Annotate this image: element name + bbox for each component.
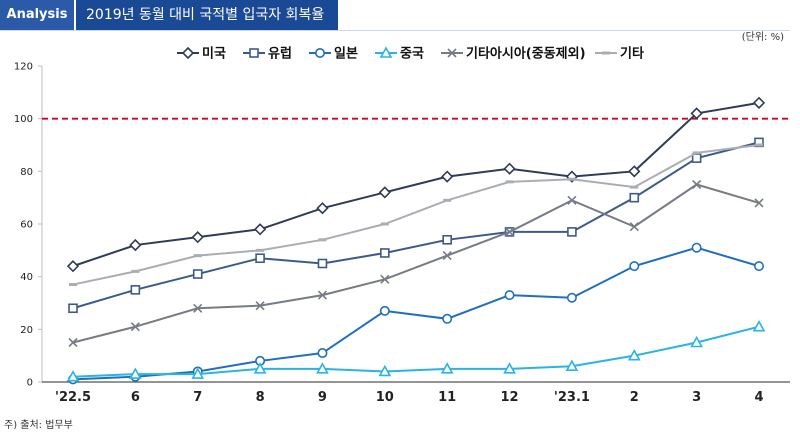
series-line-4	[72, 183, 760, 344]
x-tick-label: 2	[630, 390, 639, 405]
data-point-s4-4	[317, 290, 328, 300]
chart-title: 2019년 동월 대비 국적별 입국자 회복율	[74, 0, 338, 30]
data-point-s3-2	[191, 367, 205, 379]
series-line-1	[72, 141, 760, 310]
data-point-s1-9	[629, 192, 640, 203]
data-point-s3-10	[690, 335, 703, 348]
x-tick-label: '23.1	[554, 390, 590, 405]
data-point-s4-6	[442, 251, 452, 261]
data-point-s0-4	[316, 202, 329, 215]
legend-label-1: 유럽	[268, 47, 292, 62]
data-point-s2-10	[691, 242, 702, 253]
x-tick-label: 11	[438, 390, 456, 405]
y-tick-label: 40	[20, 272, 33, 283]
data-point-s2-5	[379, 305, 390, 316]
data-point-s3-1	[129, 367, 142, 379]
data-point-s0-7	[503, 162, 516, 175]
data-point-s1-2	[192, 269, 203, 279]
header-divider	[0, 30, 790, 31]
x-tick-label: 6	[131, 390, 140, 405]
x-tick-label: 12	[500, 390, 518, 405]
x-tick-label: 3	[692, 390, 701, 405]
data-point-s0-9	[628, 165, 641, 178]
x-tick-label: 7	[193, 390, 202, 405]
y-tick-label: 100	[14, 114, 33, 125]
data-point-s2-6	[442, 313, 453, 324]
y-tick-label: 60	[20, 220, 33, 231]
data-point-s4-10	[692, 179, 702, 190]
data-point-s4-1	[130, 322, 140, 332]
data-point-s3-9	[627, 349, 641, 361]
data-point-s3-7	[503, 362, 516, 374]
data-point-s2-8	[566, 292, 577, 303]
data-point-s1-0	[68, 303, 78, 314]
series-line-2	[72, 246, 760, 381]
y-tick-label: 20	[20, 325, 33, 336]
header: Analysis 2019년 동월 대비 국적별 입국자 회복율	[0, 0, 338, 30]
data-point-s3-4	[316, 362, 329, 374]
series-line-0	[72, 101, 760, 268]
data-point-s1-1	[130, 285, 141, 295]
data-point-s0-0	[66, 260, 80, 273]
x-tick-label: '22.5	[55, 390, 91, 405]
data-point-s0-10	[690, 107, 703, 120]
data-point-s4-9	[629, 222, 639, 232]
data-point-s4-3	[255, 301, 265, 311]
data-point-s1-3	[255, 253, 265, 264]
y-tick-label: 120	[14, 62, 33, 73]
data-point-s3-8	[565, 359, 579, 372]
legend-label-0: 미국	[202, 46, 226, 62]
data-point-s3-5	[378, 364, 392, 377]
x-tick-label: 9	[318, 390, 327, 405]
series-line-5	[72, 144, 760, 286]
data-point-s1-8	[567, 227, 577, 237]
data-point-s0-11	[752, 96, 766, 109]
data-point-s4-0	[68, 337, 78, 348]
legend-label-3: 중국	[400, 47, 424, 62]
legend-label-2: 일본	[334, 47, 358, 62]
data-point-s0-5	[378, 186, 391, 199]
data-point-s2-4	[317, 348, 328, 359]
x-tick-label: 10	[376, 390, 394, 405]
data-point-s3-11	[752, 320, 766, 332]
legend-marker-3	[379, 46, 393, 58]
data-point-s0-6	[441, 170, 454, 183]
series-line-3	[72, 325, 760, 378]
legend-marker-0	[181, 46, 195, 60]
data-point-s2-11	[753, 261, 764, 272]
y-tick-label: 80	[20, 167, 33, 178]
legend-label-5: 기타	[620, 46, 644, 62]
y-tick-label: 0	[27, 378, 33, 389]
data-point-s1-5	[380, 248, 390, 258]
data-point-s4-8	[567, 195, 577, 205]
data-point-s2-9	[629, 261, 640, 272]
data-point-s1-4	[317, 258, 328, 269]
legend-label-4: 기타아시아(중동제외)	[466, 46, 586, 62]
legend-marker-2	[314, 47, 325, 58]
data-point-s2-7	[504, 290, 515, 301]
data-point-s0-1	[129, 238, 142, 252]
data-point-s3-6	[440, 362, 454, 374]
x-tick-label: 8	[256, 390, 265, 405]
data-point-s3-3	[253, 362, 267, 374]
data-point-s4-11	[754, 198, 764, 208]
data-point-s0-3	[253, 223, 267, 236]
data-point-s4-2	[193, 303, 203, 313]
unit-label: (단위: %)	[741, 32, 784, 43]
data-point-s4-7	[504, 227, 515, 237]
x-tick-label: 4	[754, 390, 763, 405]
data-point-s4-5	[380, 274, 390, 284]
data-point-s0-2	[191, 231, 204, 244]
data-point-s1-6	[442, 235, 452, 245]
legend-marker-1	[249, 48, 259, 58]
source-note: 주) 출처: 법무부	[4, 420, 73, 431]
data-point-s3-0	[66, 370, 80, 382]
legend-marker-4	[447, 48, 457, 58]
analysis-tag: Analysis	[0, 0, 74, 30]
